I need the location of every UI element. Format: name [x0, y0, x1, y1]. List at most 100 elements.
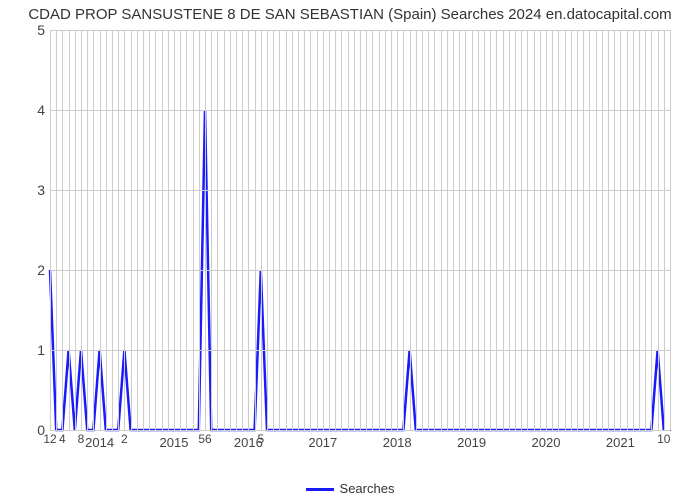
- gridline-v: [230, 30, 231, 430]
- gridline-v: [360, 30, 361, 430]
- gridline-v: [354, 30, 355, 430]
- gridline-v: [589, 30, 590, 430]
- ytick-label: 0: [25, 422, 45, 438]
- gridline-v: [180, 30, 181, 430]
- gridline-v: [273, 30, 274, 430]
- gridline-v: [503, 30, 504, 430]
- gridline-v: [93, 30, 94, 430]
- gridline-v: [335, 30, 336, 430]
- gridline-v: [286, 30, 287, 430]
- gridline-v: [379, 30, 380, 430]
- gridline-v: [391, 30, 392, 430]
- gridline-v: [596, 30, 597, 430]
- gridline-v: [496, 30, 497, 430]
- gridline-v: [323, 30, 324, 430]
- gridline-v: [348, 30, 349, 430]
- gridline-v: [248, 30, 249, 430]
- gridline-v: [118, 30, 119, 430]
- gridline-v: [310, 30, 311, 430]
- value-label: 5: [257, 432, 264, 446]
- gridline-v: [465, 30, 466, 430]
- gridline-v: [186, 30, 187, 430]
- gridline-v: [168, 30, 169, 430]
- gridline-v: [490, 30, 491, 430]
- gridline-v: [106, 30, 107, 430]
- gridline-v: [428, 30, 429, 430]
- gridline-v: [422, 30, 423, 430]
- gridline-v: [447, 30, 448, 430]
- gridline-v: [664, 30, 665, 430]
- gridline-v: [255, 30, 256, 430]
- gridline-v: [174, 30, 175, 430]
- gridline-v: [552, 30, 553, 430]
- gridline-v: [540, 30, 541, 430]
- gridline-v: [137, 30, 138, 430]
- gridline-v: [236, 30, 237, 430]
- gridline-v: [410, 30, 411, 430]
- gridline-v: [608, 30, 609, 430]
- gridline-v: [155, 30, 156, 430]
- xtick-label: 2019: [457, 435, 486, 450]
- gridline-v: [317, 30, 318, 430]
- gridline-v: [199, 30, 200, 430]
- gridline-v: [124, 30, 125, 430]
- value-label: 4: [59, 432, 66, 446]
- xtick-label: 2018: [383, 435, 412, 450]
- value-label: 10: [657, 432, 670, 446]
- gridline-v: [69, 30, 70, 430]
- gridline-v: [224, 30, 225, 430]
- chart-title: CDAD PROP SANSUSTENE 8 DE SAN SEBASTIAN …: [0, 6, 700, 23]
- gridline-h: [50, 430, 670, 431]
- ytick-label: 4: [25, 102, 45, 118]
- gridline-v: [149, 30, 150, 430]
- gridline-v: [143, 30, 144, 430]
- chart-container: { "title": "CDAD PROP SANSUSTENE 8 DE SA…: [0, 0, 700, 500]
- gridline-v: [459, 30, 460, 430]
- gridline-v: [242, 30, 243, 430]
- gridline-v: [75, 30, 76, 430]
- gridline-v: [211, 30, 212, 430]
- xtick-label: 2021: [606, 435, 635, 450]
- xtick-label: 2015: [160, 435, 189, 450]
- gridline-v: [670, 30, 671, 430]
- gridline-v: [329, 30, 330, 430]
- ytick-label: 2: [25, 262, 45, 278]
- gridline-v: [279, 30, 280, 430]
- gridline-v: [453, 30, 454, 430]
- gridline-v: [193, 30, 194, 430]
- gridline-v: [434, 30, 435, 430]
- gridline-v: [403, 30, 404, 430]
- xtick-label: 2014: [85, 435, 114, 450]
- gridline-v: [484, 30, 485, 430]
- gridline-v: [162, 30, 163, 430]
- gridline-v: [112, 30, 113, 430]
- gridline-v: [100, 30, 101, 430]
- gridline-v: [87, 30, 88, 430]
- gridline-v: [372, 30, 373, 430]
- gridline-v: [298, 30, 299, 430]
- value-label: 56: [198, 432, 211, 446]
- gridline-v: [472, 30, 473, 430]
- gridline-v: [577, 30, 578, 430]
- gridline-v: [341, 30, 342, 430]
- gridline-v: [56, 30, 57, 430]
- value-label: 8: [78, 432, 85, 446]
- gridline-v: [620, 30, 621, 430]
- gridline-v: [267, 30, 268, 430]
- gridline-v: [546, 30, 547, 430]
- gridline-v: [416, 30, 417, 430]
- gridline-v: [534, 30, 535, 430]
- gridline-v: [627, 30, 628, 430]
- gridline-v: [62, 30, 63, 430]
- gridline-v: [565, 30, 566, 430]
- value-label: 2: [121, 432, 128, 446]
- gridline-v: [633, 30, 634, 430]
- xtick-label: 2020: [532, 435, 561, 450]
- ytick-label: 5: [25, 22, 45, 38]
- gridline-v: [131, 30, 132, 430]
- gridline-v: [441, 30, 442, 430]
- legend: Searches: [0, 481, 700, 496]
- gridline-v: [658, 30, 659, 430]
- gridline-v: [645, 30, 646, 430]
- gridline-v: [217, 30, 218, 430]
